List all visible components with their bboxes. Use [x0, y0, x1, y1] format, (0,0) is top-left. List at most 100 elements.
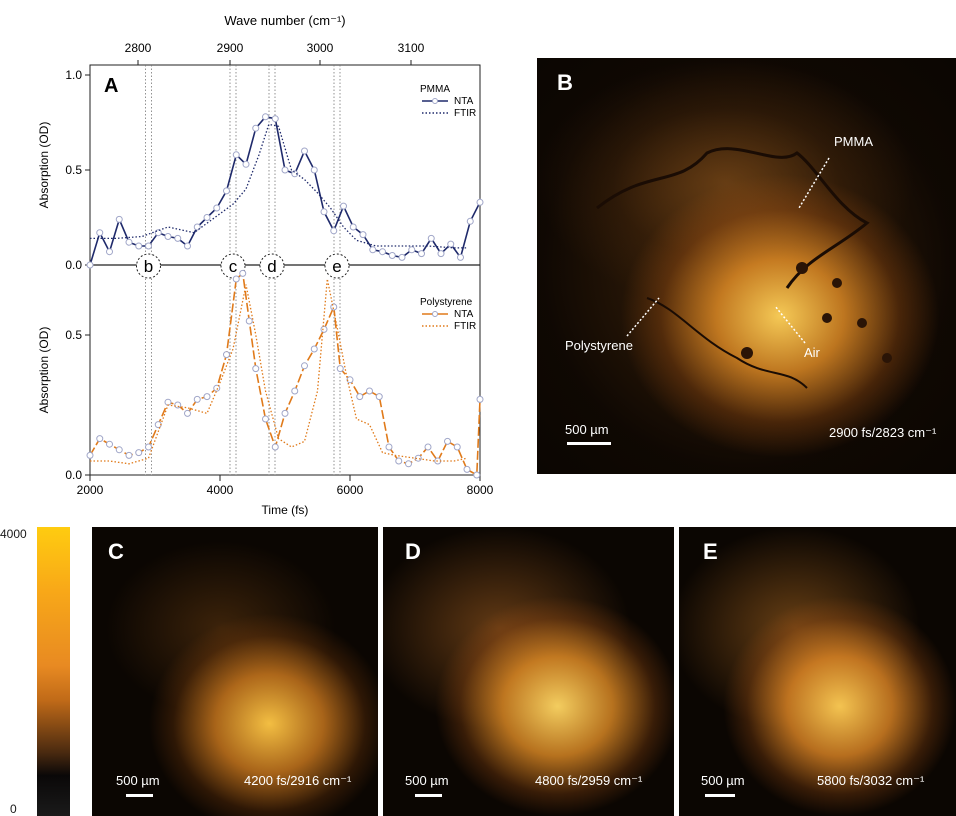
data-point	[301, 147, 308, 155]
data-point	[145, 443, 152, 451]
top-axis-label: Wave number (cm⁻¹)	[224, 13, 345, 28]
top-tick-label: 2900	[217, 41, 244, 55]
panel-c-label: C	[108, 539, 124, 564]
legend-entry: FTIR	[454, 321, 476, 332]
scale-bar-c	[126, 794, 153, 797]
polystyrene-annotation: Polystyrene	[565, 338, 633, 353]
data-point	[336, 365, 344, 373]
data-point	[320, 208, 328, 216]
marker-circle-e	[324, 253, 350, 279]
marker-label-b: b	[144, 257, 153, 276]
data-point	[466, 217, 474, 225]
panel-b-label: B	[557, 70, 573, 95]
data-point	[414, 454, 422, 462]
data-point	[476, 198, 484, 206]
top-tick-label: 3100	[398, 41, 425, 55]
pmma-annotation: PMMA	[834, 134, 873, 149]
legend-entry: NTA	[454, 309, 474, 320]
scale-label-c: 500 µm	[116, 773, 160, 788]
data-point	[203, 214, 211, 221]
data-point	[174, 234, 182, 242]
legend-title: Polystyrene	[420, 297, 473, 308]
image-panel-e: E 500 µm 5800 fs/3032 cm⁻¹	[679, 527, 956, 816]
x-tick-label: 8000	[467, 483, 494, 497]
data-point	[356, 393, 364, 401]
data-point	[184, 242, 191, 250]
x-tick-label: 6000	[337, 483, 364, 497]
data-point	[223, 351, 230, 359]
data-point	[457, 253, 464, 261]
data-point	[375, 393, 383, 401]
data-point	[330, 227, 338, 235]
data-point	[379, 248, 386, 256]
data-point	[213, 384, 221, 392]
data-point	[388, 252, 396, 259]
caption-c: 4200 fs/2916 cm⁻¹	[244, 773, 352, 788]
image-c	[92, 527, 378, 816]
legend-entry: FTIR	[454, 108, 476, 119]
legend-title: PMMA	[420, 84, 450, 95]
caption-b: 2900 fs/2823 cm⁻¹	[829, 425, 937, 440]
data-point	[262, 415, 269, 423]
marker-circle-c	[220, 253, 246, 279]
plot-frame	[89, 64, 481, 476]
image-panel-c: C 500 µm 4200 fs/2916 cm⁻¹	[92, 527, 378, 816]
data-point	[340, 202, 347, 210]
data-point	[320, 325, 328, 333]
data-point	[86, 451, 94, 459]
x-tick-label: 4000	[207, 483, 234, 497]
colorbar-min-label: 0	[10, 802, 17, 816]
data-point	[164, 233, 172, 240]
data-point	[154, 229, 162, 237]
y-tick-label: 0.0	[65, 258, 82, 272]
data-point	[164, 398, 172, 406]
panel-a-label: A	[104, 75, 118, 97]
marker-circle-b	[136, 253, 161, 279]
data-point	[96, 229, 104, 237]
x-axis-label: Time (fs)	[262, 503, 309, 517]
data-point	[232, 151, 240, 159]
data-point	[125, 238, 133, 246]
data-point	[310, 345, 318, 353]
data-point	[125, 451, 133, 459]
data-point	[408, 246, 416, 254]
image-b-texture	[596, 147, 892, 389]
data-point	[262, 113, 269, 121]
scale-bar-e	[705, 794, 735, 797]
top-tick-label: 2800	[125, 41, 152, 55]
data-point	[135, 449, 143, 457]
data-point	[281, 166, 289, 174]
colorbar	[37, 527, 70, 816]
data-point	[398, 253, 406, 261]
panel-e-label: E	[703, 539, 718, 564]
data-point	[424, 443, 432, 451]
marker-label-c: c	[229, 257, 238, 276]
scale-label-e: 500 µm	[701, 773, 745, 788]
air-annotation: Air	[804, 345, 820, 360]
image-panel-d: D 500 µm 4800 fs/2959 cm⁻¹	[383, 527, 674, 816]
y-tick-label: 0.5	[65, 163, 82, 177]
data-point	[213, 204, 221, 212]
series-polystyrene-ftir	[90, 278, 468, 465]
data-point	[271, 443, 279, 451]
image-e	[679, 527, 956, 816]
data-point	[135, 242, 143, 250]
scale-label-b: 500 µm	[565, 422, 609, 437]
legend-marker	[432, 98, 438, 104]
image-d	[383, 527, 674, 816]
data-point	[106, 440, 113, 448]
data-point	[476, 395, 484, 403]
image-panel-b: B PMMA Polystyrene Air 500 µm 2900 fs/28…	[537, 58, 956, 474]
chart-a: Wave number (cm⁻¹) 2800 2900 3000 3100 2000 40…	[37, 13, 494, 517]
data-point	[203, 393, 211, 401]
data-point	[115, 446, 123, 454]
y-axis-label: Absorption (OD)	[37, 122, 51, 209]
data-point	[281, 409, 289, 417]
data-point	[349, 223, 357, 231]
marker-label-e: e	[332, 257, 341, 276]
data-point	[291, 387, 299, 395]
y-axis-label: Absorption (OD)	[37, 327, 51, 414]
data-point	[96, 435, 104, 443]
data-point	[418, 250, 425, 258]
y-tick-label: 0.5	[65, 328, 82, 342]
